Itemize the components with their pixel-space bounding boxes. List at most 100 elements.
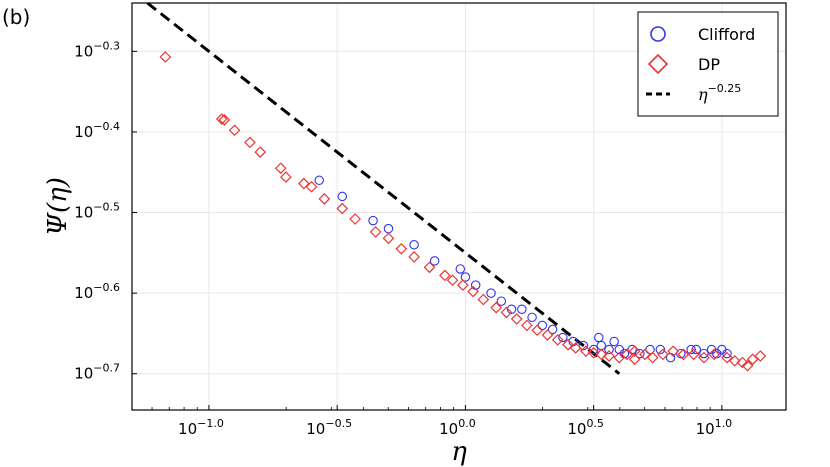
data-point xyxy=(541,329,554,341)
data-point xyxy=(621,348,633,361)
data-point xyxy=(646,351,659,364)
ticks: 10−1.0 10−0.5 100.0 100.5 101.0 10−0.3 10−0.4 1… xyxy=(74,39,732,438)
legend-marker-diamond xyxy=(647,53,669,75)
data-point xyxy=(686,344,696,355)
data-point xyxy=(655,344,666,355)
series-clifford xyxy=(314,175,732,363)
data-point xyxy=(439,269,451,282)
y-axis-label: Ψ(η) xyxy=(43,177,73,236)
data-point xyxy=(244,136,256,149)
data-point xyxy=(609,336,619,347)
data-point xyxy=(531,324,544,337)
data-point xyxy=(613,351,626,364)
y-tick-label: 10−0.6 xyxy=(74,281,120,302)
x-tick-label: 10−0.5 xyxy=(306,417,352,438)
data-point xyxy=(297,177,310,190)
data-point xyxy=(218,114,231,126)
data-point xyxy=(280,171,292,183)
data-point xyxy=(455,264,466,274)
data-point xyxy=(470,280,481,290)
fit-line-group xyxy=(146,1,621,375)
series-layer xyxy=(159,51,767,372)
data-point xyxy=(337,191,348,202)
data-point xyxy=(314,175,324,186)
data-point xyxy=(254,146,267,158)
data-point xyxy=(274,162,287,175)
x-tick-label: 100.0 xyxy=(439,417,476,438)
fit-line xyxy=(146,1,621,375)
data-point xyxy=(215,113,228,125)
data-point xyxy=(736,356,749,369)
data-point xyxy=(628,345,641,358)
x-tick-label: 100.5 xyxy=(567,417,604,438)
data-point xyxy=(698,351,710,364)
data-point xyxy=(510,313,523,325)
data-point xyxy=(594,332,604,343)
legend-label: η−0.25 xyxy=(698,82,741,104)
data-point xyxy=(228,124,241,137)
data-point xyxy=(603,350,615,362)
data-point xyxy=(562,338,574,351)
data-point xyxy=(496,296,507,306)
y-tick-label: 10−0.5 xyxy=(74,201,120,222)
y-tick-label: 10−0.7 xyxy=(74,362,120,383)
legend-label: DP xyxy=(698,55,720,74)
data-point xyxy=(635,348,645,359)
data-point xyxy=(305,180,318,193)
data-point xyxy=(746,353,759,366)
data-point xyxy=(587,346,600,359)
plot-frame xyxy=(131,2,787,411)
data-point xyxy=(349,213,361,225)
data-point xyxy=(159,51,172,63)
data-point xyxy=(604,344,614,355)
data-point xyxy=(596,340,607,351)
data-point xyxy=(368,215,378,226)
data-point xyxy=(728,354,741,367)
data-point xyxy=(691,344,701,355)
legend-box xyxy=(637,11,779,117)
data-point xyxy=(446,274,459,287)
panel-label: (b) xyxy=(2,5,30,29)
data-point xyxy=(547,324,558,335)
data-point xyxy=(527,312,537,323)
data-point xyxy=(500,306,513,319)
data-point xyxy=(722,348,732,359)
data-point xyxy=(382,232,395,245)
data-point xyxy=(551,334,564,346)
x-tick-label: 101.0 xyxy=(696,417,733,438)
data-point xyxy=(676,348,686,359)
y-tick-label: 10−0.4 xyxy=(74,120,120,141)
data-point xyxy=(409,240,419,250)
data-point xyxy=(537,320,548,331)
data-point xyxy=(395,242,408,255)
data-point xyxy=(721,351,733,364)
data-point xyxy=(521,319,533,332)
data-point xyxy=(383,223,394,234)
data-point xyxy=(486,288,496,298)
data-point xyxy=(429,256,440,266)
data-point xyxy=(580,345,592,358)
data-point xyxy=(369,226,382,238)
data-point xyxy=(477,293,490,306)
data-point xyxy=(677,348,690,361)
data-point xyxy=(490,301,503,314)
data-point xyxy=(595,348,608,361)
data-point xyxy=(708,348,721,361)
data-point xyxy=(517,304,527,315)
data-point xyxy=(460,272,471,282)
x-axis-label: η xyxy=(451,437,467,467)
data-point xyxy=(467,285,479,298)
data-point xyxy=(318,192,331,205)
data-point xyxy=(687,348,700,361)
data-point xyxy=(657,348,669,361)
data-point xyxy=(628,353,641,366)
data-point xyxy=(667,345,680,358)
series-dp xyxy=(159,51,767,372)
axis-labels: η Ψ(η) xyxy=(43,177,467,467)
data-point xyxy=(639,348,651,361)
x-tick-label: 10−1.0 xyxy=(178,417,224,438)
data-point xyxy=(699,348,709,359)
legend: Clifford DP η−0.25 xyxy=(637,11,779,117)
data-point xyxy=(336,202,349,215)
